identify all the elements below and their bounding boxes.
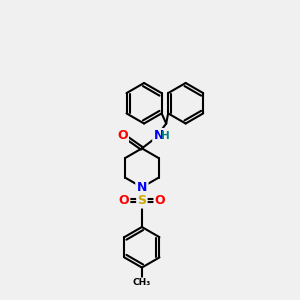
Text: S: S <box>137 194 146 207</box>
Text: O: O <box>117 129 128 142</box>
Text: N: N <box>137 181 147 194</box>
Text: N: N <box>154 129 164 142</box>
Text: H: H <box>161 131 170 141</box>
Text: O: O <box>155 194 165 207</box>
Text: CH₃: CH₃ <box>133 278 151 287</box>
Text: O: O <box>118 194 129 207</box>
Text: N: N <box>137 181 147 194</box>
